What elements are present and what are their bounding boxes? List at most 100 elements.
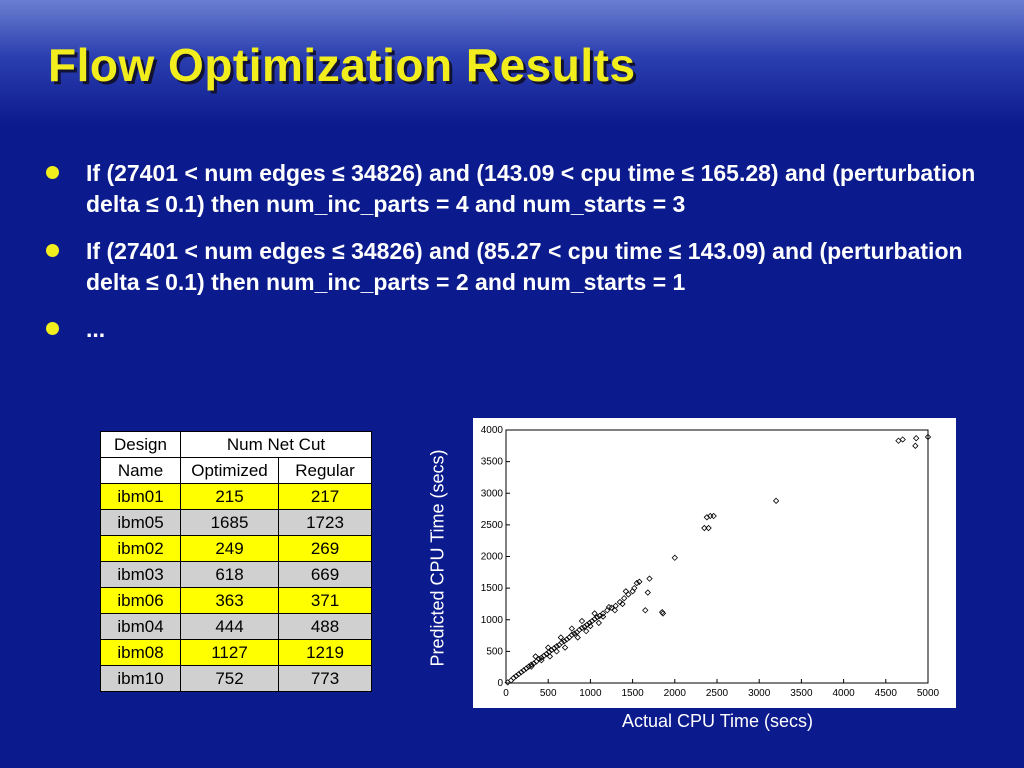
header-name: Name	[100, 457, 181, 484]
bullet-dot-icon	[46, 244, 59, 257]
data-point	[599, 610, 607, 617]
table-row: ibm05 1685 1723	[100, 509, 372, 536]
data-point	[528, 661, 535, 668]
data-point	[523, 665, 530, 672]
bullet-text: ...	[86, 316, 106, 342]
data-point	[772, 497, 780, 505]
data-point	[599, 613, 607, 620]
bullet-dot-icon	[46, 322, 59, 335]
cell-optimized: 363	[180, 587, 279, 614]
x-tick-label: 2500	[706, 688, 729, 699]
data-point	[605, 603, 613, 611]
x-tick-label: 1000	[579, 688, 602, 699]
y-tick-label: 3500	[481, 457, 504, 468]
table-row: ibm06 363 371	[100, 587, 372, 614]
data-point	[578, 624, 586, 632]
x-tick-label: 0	[503, 688, 509, 699]
data-point	[633, 579, 640, 587]
data-point	[913, 435, 920, 442]
data-point	[545, 644, 552, 651]
cell-regular: 1723	[278, 509, 372, 536]
data-point	[515, 670, 522, 678]
cell-design: ibm04	[100, 613, 181, 640]
bullet-dot-icon	[46, 166, 59, 179]
header-num-net-cut: Num Net Cut	[180, 431, 372, 458]
cell-optimized: 1127	[180, 639, 279, 666]
bullet-list: If (27401 < num edges ≤ 34826) and (143.…	[44, 158, 984, 361]
bullet-item: If (27401 < num edges ≤ 34826) and (85.2…	[44, 236, 984, 298]
y-tick-label: 500	[486, 646, 503, 657]
data-point	[563, 636, 570, 643]
header-optimized: Optimized	[180, 457, 279, 484]
data-point	[912, 442, 919, 449]
bullet-item: ...	[44, 314, 984, 345]
cell-optimized: 752	[180, 665, 279, 692]
scatter-plot: 0 500 1000 1500 2000 2500 3000 3500 4000 4500 5000…	[473, 418, 956, 708]
cell-optimized: 618	[180, 561, 279, 588]
data-point	[642, 607, 649, 614]
data-point	[507, 677, 515, 684]
data-point	[510, 674, 517, 682]
data-point	[644, 589, 651, 596]
x-tick-label: 5000	[917, 688, 940, 699]
header-regular: Regular	[278, 457, 372, 484]
data-point	[528, 663, 535, 670]
title-bar	[0, 0, 1024, 126]
table-row: ibm10 752 773	[100, 665, 372, 692]
data-point	[631, 584, 638, 592]
data-point	[591, 610, 598, 617]
data-point	[518, 669, 525, 676]
cell-design: ibm03	[100, 561, 181, 588]
data-point	[548, 646, 555, 654]
data-point	[553, 648, 560, 655]
y-tick-label: 1000	[481, 615, 504, 626]
data-point	[588, 617, 596, 625]
bullet-text: If (27401 < num edges ≤ 34826) and (85.2…	[86, 238, 963, 295]
bullet-text: If (27401 < num edges ≤ 34826) and (143.…	[86, 160, 976, 217]
cell-design: ibm02	[100, 535, 181, 562]
x-tick-label: 3000	[748, 688, 771, 699]
y-tick-label: 2000	[481, 552, 504, 563]
cell-design: ibm05	[100, 509, 181, 536]
data-point	[558, 639, 565, 646]
data-point	[608, 604, 615, 611]
x-tick-label: 4500	[875, 688, 898, 699]
data-point	[619, 600, 626, 608]
data-point	[924, 433, 932, 441]
data-point	[546, 653, 554, 660]
bullet-item: If (27401 < num edges ≤ 34826) and (143.…	[44, 158, 984, 220]
cell-optimized: 1685	[180, 509, 279, 536]
x-tick-label: 500	[540, 688, 557, 699]
data-point	[568, 625, 575, 632]
data-point	[512, 672, 520, 680]
data-point	[578, 617, 586, 625]
cell-optimized: 215	[180, 483, 279, 510]
table-row: ibm04 444 488	[100, 613, 372, 640]
y-tick-label: 3000	[481, 488, 504, 499]
data-point	[636, 578, 643, 585]
cell-regular: 488	[278, 613, 372, 640]
data-point	[659, 610, 667, 617]
cell-regular: 371	[278, 587, 372, 614]
cell-regular: 217	[278, 483, 372, 510]
x-tick-label: 3500	[790, 688, 813, 699]
table-header-row: Design Num Net Cut	[100, 431, 372, 458]
cell-regular: 773	[278, 665, 372, 692]
data-point	[540, 652, 548, 659]
y-axis-label: Predicted CPU Time (secs)	[427, 449, 448, 667]
cell-regular: 1219	[278, 639, 372, 666]
data-point	[538, 654, 545, 661]
cell-design: ibm10	[100, 665, 181, 692]
y-tick-label: 4000	[481, 425, 504, 436]
cell-optimized: 444	[180, 613, 279, 640]
x-tick-label: 2000	[664, 688, 687, 699]
data-point	[591, 615, 598, 623]
data-point	[646, 575, 653, 582]
x-axis-label: Actual CPU Time (secs)	[622, 711, 814, 731]
data-point	[586, 619, 593, 627]
data-point	[538, 657, 545, 664]
table-row: ibm01 215 217	[100, 483, 372, 510]
header-design: Design	[100, 431, 181, 458]
data-point	[583, 627, 590, 635]
data-point	[574, 634, 581, 641]
